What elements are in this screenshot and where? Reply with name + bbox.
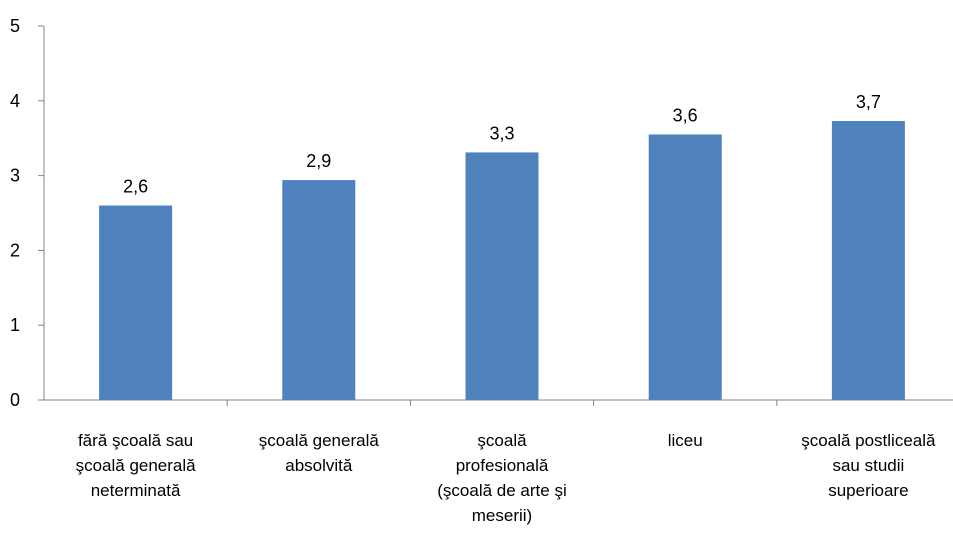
- data-labels: 2,6 2,9 3,3 3,6 3,7: [123, 92, 881, 197]
- y-tick-label: 3: [10, 166, 20, 186]
- x-category-label: liceu: [667, 431, 703, 450]
- x-category-label: fără şcoală sau şcoală generală netermin…: [75, 431, 196, 500]
- bars: [99, 120, 905, 400]
- bar-value-label: 2,9: [306, 151, 331, 171]
- bar-value-label: 3,7: [856, 92, 881, 112]
- y-ticks: 0 1 2 3 4 5: [10, 16, 44, 410]
- x-category-label: şcoală generală absolvită: [258, 431, 379, 475]
- bar: [99, 205, 173, 400]
- bar: [282, 180, 356, 400]
- bar-value-label: 3,6: [673, 105, 698, 125]
- bar-value-label: 3,3: [489, 123, 514, 143]
- x-category-label: şcoală profesională (şcoală de arte şi m…: [437, 431, 567, 525]
- y-tick-label: 4: [10, 91, 20, 111]
- bar-value-label: 2,6: [123, 177, 148, 197]
- y-tick-label: 0: [10, 390, 20, 410]
- y-tick-label: 2: [10, 240, 20, 260]
- y-tick-label: 1: [10, 315, 20, 335]
- bar: [648, 134, 722, 400]
- bar: [465, 152, 539, 400]
- x-ticks: [226, 400, 778, 406]
- x-category-label: şcoală postliceală sau studii superioare: [801, 431, 936, 500]
- y-tick-label: 5: [10, 16, 20, 36]
- bar: [831, 120, 905, 400]
